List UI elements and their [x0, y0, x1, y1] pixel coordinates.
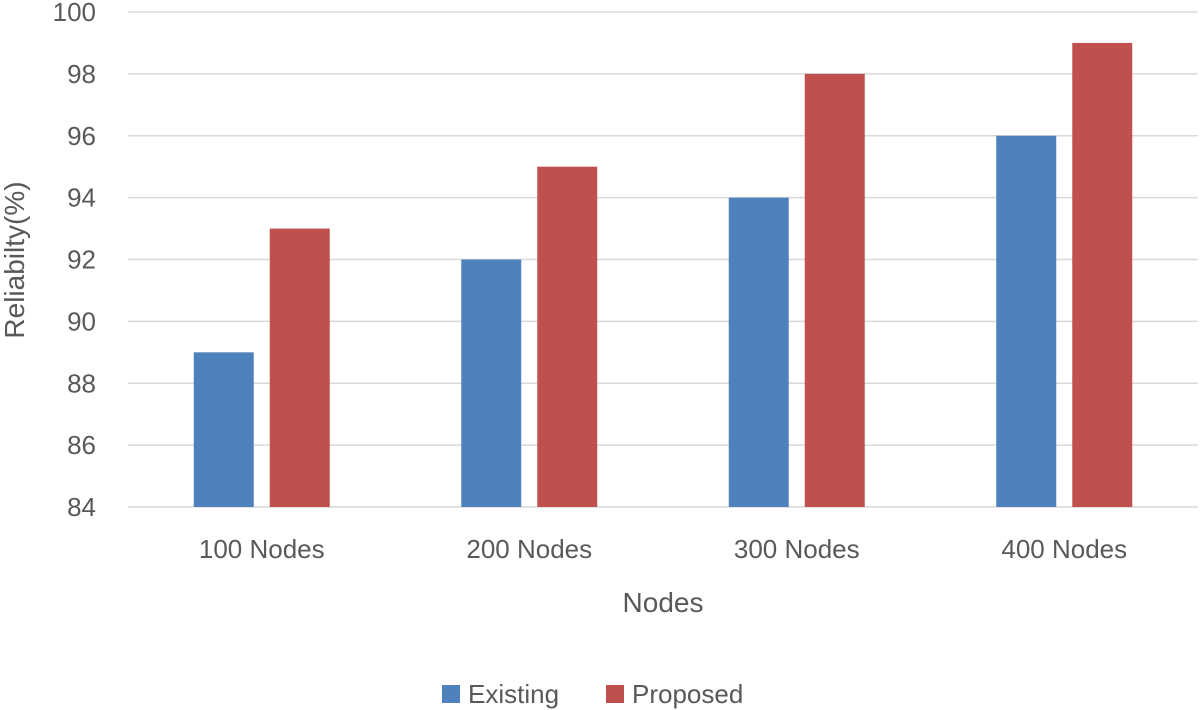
x-tick-label: 200 Nodes [466, 534, 592, 564]
y-tick-label: 86 [67, 430, 96, 460]
y-tick-label: 92 [67, 245, 96, 275]
bar-proposed-3 [804, 73, 865, 507]
legend-label-existing: Existing [468, 679, 559, 709]
x-tick-label: 400 Nodes [1001, 534, 1127, 564]
bar-proposed-1 [269, 228, 330, 507]
x-tick-label: 300 Nodes [734, 534, 860, 564]
x-axis-ticks: 100 Nodes 200 Nodes 300 Nodes 400 Nodes [199, 534, 1127, 564]
y-tick-label: 98 [67, 59, 96, 89]
legend: Existing Proposed [442, 679, 743, 709]
bar-existing-1 [193, 352, 254, 507]
bar-proposed-2 [537, 166, 598, 507]
y-tick-label: 94 [67, 183, 96, 213]
bar-existing-3 [728, 197, 789, 507]
y-axis-ticks: 84 86 88 90 92 94 96 98 100 [53, 0, 96, 522]
y-tick-label: 100 [53, 0, 96, 27]
bar-existing-2 [461, 259, 522, 507]
y-tick-label: 90 [67, 306, 96, 336]
legend-swatch-proposed [606, 685, 624, 703]
bars [193, 42, 1133, 507]
bar-proposed-4 [1072, 42, 1133, 507]
bar-existing-4 [996, 135, 1057, 507]
x-tick-label: 100 Nodes [199, 534, 325, 564]
legend-swatch-existing [442, 685, 460, 703]
y-axis-title: Reliabilty(%) [0, 181, 30, 338]
y-tick-label: 88 [67, 368, 96, 398]
x-axis-title: Nodes [623, 587, 704, 618]
y-tick-label: 84 [67, 492, 96, 522]
y-tick-label: 96 [67, 121, 96, 151]
legend-label-proposed: Proposed [632, 679, 743, 709]
